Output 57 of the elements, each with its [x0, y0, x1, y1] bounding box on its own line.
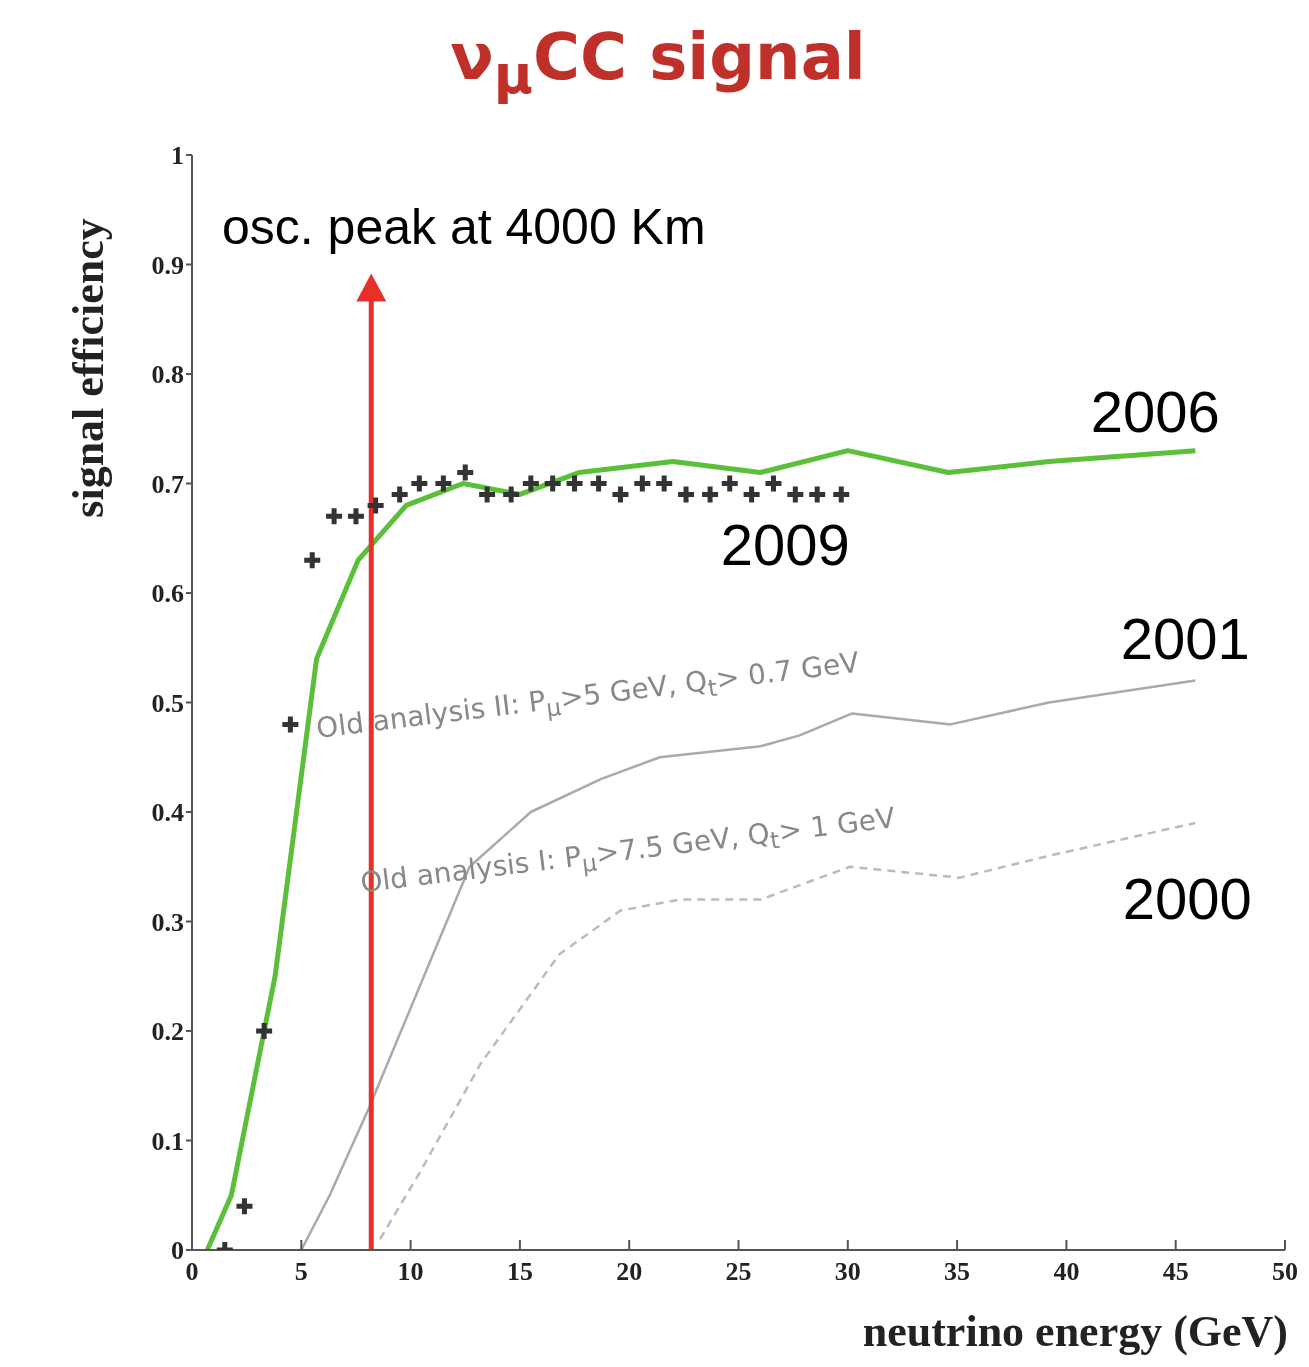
y-tick-label: 0.8 — [151, 360, 184, 390]
series-label: 2001 — [1120, 604, 1250, 672]
y-axis-title: signal efficiency — [62, 218, 114, 518]
x-tick-label: 15 — [506, 1257, 533, 1287]
x-tick-label: 20 — [616, 1257, 643, 1287]
point — [743, 486, 760, 503]
point — [304, 552, 321, 569]
y-tick-label: 0.9 — [151, 250, 184, 280]
point — [347, 508, 364, 525]
point — [326, 508, 343, 525]
y-tick-label: 1 — [171, 141, 184, 171]
point — [391, 486, 408, 503]
y-tick-label: 0.7 — [151, 469, 184, 499]
y-tick-label: 0.2 — [151, 1017, 184, 1047]
point — [256, 1023, 273, 1039]
point — [544, 475, 561, 492]
point — [411, 475, 428, 492]
ref-line-label: osc. peak at 4000 Km — [222, 198, 706, 256]
series-label: 2006 — [1090, 377, 1220, 445]
point — [566, 475, 583, 492]
y-tick-label: 0.6 — [151, 579, 184, 609]
x-tick-label: 40 — [1053, 1257, 1080, 1287]
y-tick-label: 0.1 — [151, 1126, 184, 1156]
x-tick-label: 5 — [294, 1257, 308, 1287]
x-tick-label: 50 — [1272, 1257, 1298, 1287]
y-tick-label: 0.5 — [151, 688, 184, 718]
point — [435, 475, 452, 492]
point — [236, 1198, 253, 1215]
point — [787, 486, 804, 503]
point — [522, 475, 539, 492]
point — [765, 475, 782, 492]
point — [702, 486, 719, 503]
point — [678, 486, 695, 503]
point — [457, 464, 474, 481]
x-tick-label: 10 — [397, 1257, 424, 1287]
point — [479, 486, 496, 503]
point — [634, 475, 651, 492]
point — [503, 486, 520, 503]
point — [282, 716, 299, 733]
x-tick-label: 25 — [725, 1257, 752, 1287]
y-tick-label: 0.4 — [151, 798, 184, 828]
point — [367, 497, 384, 514]
chart-title: ν$_{μ}$CC signal — [449, 20, 867, 106]
point — [612, 486, 629, 503]
point — [590, 475, 607, 492]
point — [833, 486, 850, 503]
y-tick-label: 0 — [171, 1236, 184, 1266]
point — [656, 475, 673, 492]
point — [809, 486, 826, 503]
series-label: 2000 — [1122, 864, 1252, 932]
x-tick-label: 30 — [834, 1257, 861, 1287]
y-tick-label: 0.3 — [151, 907, 184, 937]
series-label: 2009 — [720, 510, 850, 578]
x-tick-label: 35 — [944, 1257, 971, 1287]
x-axis-title: neutrino energy (GeV) — [862, 1306, 1288, 1357]
x-tick-label: 45 — [1162, 1257, 1189, 1287]
point — [721, 475, 738, 492]
